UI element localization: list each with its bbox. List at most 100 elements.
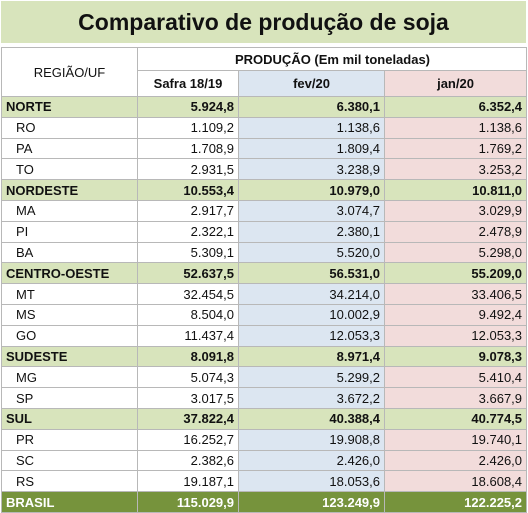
value-fev-20: 3.238,9 <box>238 158 385 181</box>
state-row: MS 8.504,0 10.002,9 9.492,4 <box>1 303 528 326</box>
value-jan-20: 6.352,4 <box>383 96 528 118</box>
value-fev-20: 1.809,4 <box>238 137 385 160</box>
row-label: SP <box>1 387 138 409</box>
header-col-fev20: fev/20 <box>238 70 385 97</box>
value-fev-20: 56.531,0 <box>238 262 385 285</box>
value-safra-18-19: 32.454,5 <box>137 283 239 305</box>
state-row: BA 5.309,1 5.520,0 5.298,0 <box>1 241 528 264</box>
value-jan-20: 2.478,9 <box>383 220 528 243</box>
row-label: TO <box>1 158 138 181</box>
header-producao: PRODUÇÃO (Em mil toneladas) <box>136 47 528 71</box>
state-row: RS 19.187,1 18.053,6 18.608,4 <box>1 470 528 493</box>
value-fev-20: 3.672,2 <box>238 387 385 409</box>
state-row: PI 2.322,1 2.380,1 2.478,9 <box>1 220 528 243</box>
value-safra-18-19: 115.029,9 <box>137 491 239 513</box>
state-row: MT 32.454,5 34.214,0 33.406,5 <box>1 283 528 305</box>
value-fev-20: 34.214,0 <box>238 283 385 305</box>
value-fev-20: 1.138,6 <box>238 116 385 139</box>
value-jan-20: 19.740,1 <box>383 428 528 451</box>
value-jan-20: 1.138,6 <box>383 116 528 139</box>
value-safra-18-19: 5.309,1 <box>137 241 239 264</box>
region-row: CENTRO-OESTE 52.637,5 56.531,0 55.209,0 <box>1 262 528 285</box>
value-fev-20: 2.380,1 <box>238 220 385 243</box>
value-fev-20: 2.426,0 <box>238 449 385 472</box>
value-jan-20: 40.774,5 <box>383 407 528 430</box>
value-safra-18-19: 19.187,1 <box>137 470 239 493</box>
header-col-jan20: jan/20 <box>383 70 528 97</box>
value-jan-20: 55.209,0 <box>383 262 528 285</box>
value-fev-20: 10.002,9 <box>238 303 385 326</box>
value-jan-20: 1.769,2 <box>383 137 528 160</box>
value-jan-20: 18.608,4 <box>383 470 528 493</box>
state-row: PR 16.252,7 19.908,8 19.740,1 <box>1 428 528 451</box>
row-label: MT <box>1 283 138 305</box>
row-label: BRASIL <box>1 491 138 513</box>
row-label: SUDESTE <box>1 345 138 368</box>
row-label: SC <box>1 449 138 472</box>
row-label: MA <box>1 199 138 222</box>
value-safra-18-19: 1.708,9 <box>137 137 239 160</box>
state-row: GO 11.437,4 12.053,3 12.053,3 <box>1 324 528 347</box>
value-safra-18-19: 8.504,0 <box>137 303 239 326</box>
value-jan-20: 9.492,4 <box>383 303 528 326</box>
value-safra-18-19: 37.822,4 <box>137 407 239 430</box>
value-fev-20: 5.520,0 <box>238 241 385 264</box>
value-jan-20: 10.811,0 <box>383 179 528 201</box>
value-fev-20: 19.908,8 <box>238 428 385 451</box>
row-label: NORTE <box>1 96 138 118</box>
state-row: RO 1.109,2 1.138,6 1.138,6 <box>1 116 528 139</box>
value-safra-18-19: 1.109,2 <box>137 116 239 139</box>
state-row: PA 1.708,9 1.809,4 1.769,2 <box>1 137 528 160</box>
table-title: Comparativo de produção de soja <box>1 1 526 43</box>
value-jan-20: 12.053,3 <box>383 324 528 347</box>
region-row: NORDESTE 10.553,4 10.979,0 10.811,0 <box>1 179 528 201</box>
value-safra-18-19: 2.382,6 <box>137 449 239 472</box>
value-jan-20: 5.410,4 <box>383 366 528 389</box>
value-safra-18-19: 16.252,7 <box>137 428 239 451</box>
state-row: SP 3.017,5 3.672,2 3.667,9 <box>1 387 528 409</box>
row-label: GO <box>1 324 138 347</box>
state-row: MA 2.917,7 3.074,7 3.029,9 <box>1 199 528 222</box>
value-safra-18-19: 2.917,7 <box>137 199 239 222</box>
row-label: PA <box>1 137 138 160</box>
value-safra-18-19: 11.437,4 <box>137 324 239 347</box>
total-row: BRASIL 115.029,9 123.249,9 122.225,2 <box>1 491 528 513</box>
header-regiao: REGIÃO/UF <box>1 47 138 97</box>
value-fev-20: 5.299,2 <box>238 366 385 389</box>
value-jan-20: 9.078,3 <box>383 345 528 368</box>
row-label: MG <box>1 366 138 389</box>
row-label: PR <box>1 428 138 451</box>
value-safra-18-19: 52.637,5 <box>137 262 239 285</box>
value-safra-18-19: 5.924,8 <box>137 96 239 118</box>
row-label: CENTRO-OESTE <box>1 262 138 285</box>
value-fev-20: 12.053,3 <box>238 324 385 347</box>
value-safra-18-19: 2.322,1 <box>137 220 239 243</box>
row-label: BA <box>1 241 138 264</box>
header-col-safra: Safra 18/19 <box>137 70 239 97</box>
table-body: NORTE 5.924,8 6.380,1 6.352,4 RO 1.109,2 1.138… <box>1 96 528 513</box>
row-label: NORDESTE <box>1 179 138 201</box>
row-label: RO <box>1 116 138 139</box>
value-fev-20: 8.971,4 <box>238 345 385 368</box>
value-fev-20: 40.388,4 <box>238 407 385 430</box>
region-row: SUDESTE 8.091,8 8.971,4 9.078,3 <box>1 345 528 368</box>
state-row: MG 5.074,3 5.299,2 5.410,4 <box>1 366 528 389</box>
value-safra-18-19: 3.017,5 <box>137 387 239 409</box>
row-label: SUL <box>1 407 138 430</box>
value-jan-20: 33.406,5 <box>383 283 528 305</box>
row-label: MS <box>1 303 138 326</box>
value-jan-20: 2.426,0 <box>383 449 528 472</box>
value-fev-20: 6.380,1 <box>238 96 385 118</box>
state-row: TO 2.931,5 3.238,9 3.253,2 <box>1 158 528 181</box>
value-jan-20: 3.029,9 <box>383 199 528 222</box>
value-safra-18-19: 2.931,5 <box>137 158 239 181</box>
row-label: RS <box>1 470 138 493</box>
value-fev-20: 10.979,0 <box>238 179 385 201</box>
production-table: REGIÃO/UF PRODUÇÃO (Em mil toneladas) Sa… <box>1 47 528 513</box>
value-safra-18-19: 5.074,3 <box>137 366 239 389</box>
value-fev-20: 18.053,6 <box>238 470 385 493</box>
value-jan-20: 122.225,2 <box>383 491 528 513</box>
value-jan-20: 5.298,0 <box>383 241 528 264</box>
value-fev-20: 3.074,7 <box>238 199 385 222</box>
